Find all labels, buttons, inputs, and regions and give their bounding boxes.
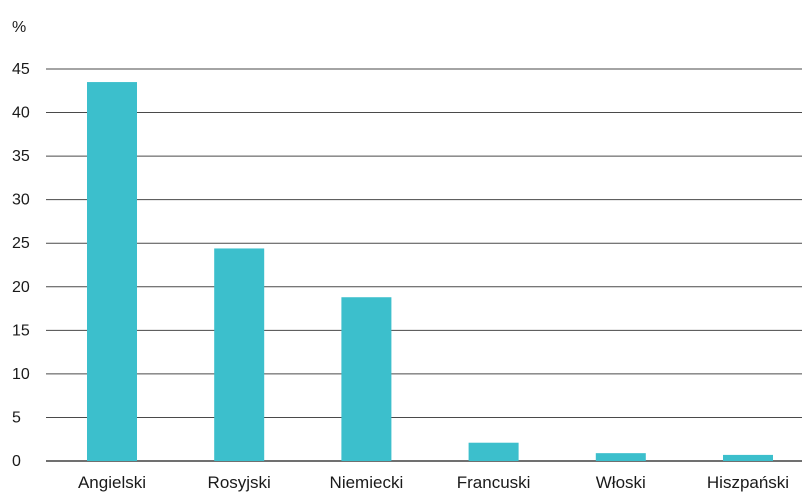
bar-włoski xyxy=(595,453,646,461)
x-category-label: Francuski xyxy=(457,473,531,492)
y-tick-label: 15 xyxy=(12,322,30,339)
y-axis-ticks: 0 5 10 15 20 25 30 35 40 45 xyxy=(12,61,30,470)
y-tick-label: 20 xyxy=(12,279,30,296)
y-unit-label: % xyxy=(12,19,26,36)
y-tick-label: 0 xyxy=(12,453,21,470)
x-axis-labels: Angielski Rosyjski Niemiecki Francuski Włosk… xyxy=(78,473,789,492)
bar-niemiecki xyxy=(341,297,392,461)
bar-francuski xyxy=(468,442,519,461)
x-category-label: Włoski xyxy=(596,473,646,492)
y-tick-label: 10 xyxy=(12,366,30,383)
y-tick-label: 35 xyxy=(12,148,30,165)
bars xyxy=(87,82,773,462)
x-category-label: Angielski xyxy=(78,473,146,492)
bar-hiszpański xyxy=(723,454,773,461)
x-category-label: Rosyjski xyxy=(208,473,271,492)
bar-angielski xyxy=(87,82,137,462)
y-tick-label: 5 xyxy=(12,409,21,426)
y-tick-label: 40 xyxy=(12,105,30,122)
gridlines xyxy=(46,68,802,462)
x-category-label: Niemiecki xyxy=(330,473,404,492)
y-tick-label: 25 xyxy=(12,235,30,252)
y-tick-label: 30 xyxy=(12,192,30,209)
bar-rosyjski xyxy=(214,248,265,461)
x-category-label: Hiszpański xyxy=(707,473,789,492)
y-tick-label: 45 xyxy=(12,61,30,78)
